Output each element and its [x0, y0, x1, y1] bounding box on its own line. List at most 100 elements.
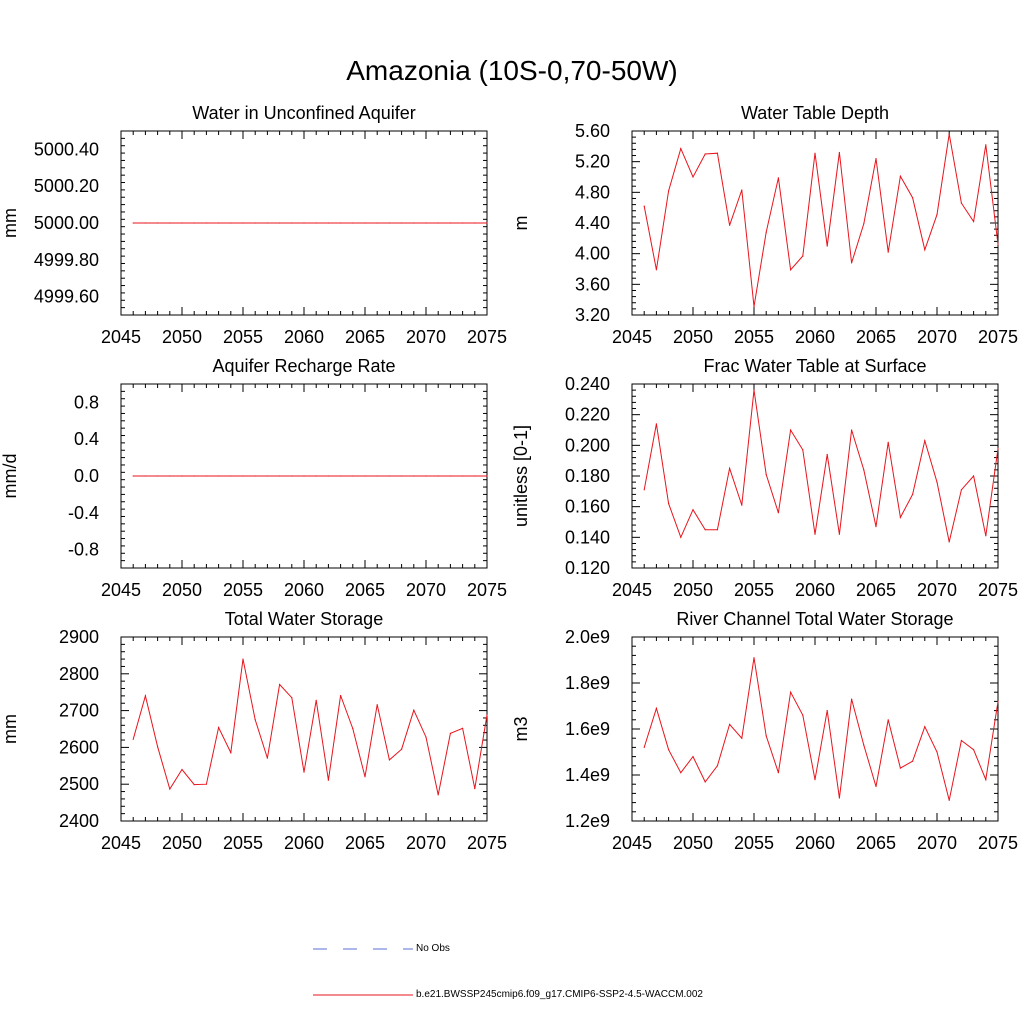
data-point	[668, 190, 670, 192]
y-tick-label: 2800	[59, 664, 99, 684]
y-axis-label: m3	[511, 716, 531, 741]
data-point	[655, 423, 658, 425]
y-tick-label: 4.00	[575, 244, 610, 264]
x-tick-label: 2070	[917, 833, 957, 853]
data-point	[741, 737, 743, 739]
data-point	[777, 512, 780, 514]
series-line	[132, 659, 488, 796]
y-tick-label: 0.4	[74, 429, 99, 449]
data-point	[973, 220, 975, 223]
data-point	[303, 222, 305, 224]
data-point	[790, 691, 792, 693]
x-tick-label: 2055	[223, 327, 263, 347]
y-tick-label: 0.120	[565, 558, 610, 578]
x-tick-label: 2055	[734, 580, 774, 600]
y-tick-label: 4999.80	[34, 250, 99, 270]
data-point	[279, 683, 281, 686]
x-tick-label: 2065	[345, 580, 385, 600]
data-point	[655, 269, 658, 271]
y-tick-label: 0.0	[74, 466, 99, 486]
data-point	[169, 475, 171, 477]
data-point	[741, 189, 743, 191]
y-tick-label: 5.60	[575, 121, 610, 141]
panel-title: Water in Unconfined Aquifer	[192, 103, 415, 123]
x-tick-label: 2070	[406, 580, 446, 600]
data-point	[887, 441, 889, 443]
data-point	[413, 709, 415, 711]
data-point	[266, 757, 268, 759]
data-point	[327, 222, 329, 224]
data-point	[486, 222, 488, 224]
y-tick-label: 2400	[59, 811, 99, 831]
data-point	[144, 222, 146, 224]
data-point	[254, 222, 256, 224]
x-tick-label: 2060	[284, 327, 324, 347]
data-point	[401, 475, 403, 477]
data-point	[887, 251, 889, 253]
x-tick-label: 2075	[467, 833, 507, 853]
data-point	[205, 222, 207, 224]
data-point	[948, 541, 950, 543]
x-tick-label: 2055	[734, 327, 774, 347]
data-point	[462, 222, 464, 224]
data-point	[899, 767, 902, 769]
y-tick-label: 2.0e9	[565, 627, 610, 647]
data-point	[169, 788, 171, 790]
x-tick-label: 2065	[856, 833, 896, 853]
data-point	[364, 776, 366, 778]
y-tick-label: 0.160	[565, 497, 610, 517]
data-point	[716, 152, 719, 154]
data-point	[376, 222, 378, 224]
data-point	[899, 516, 902, 519]
data-point	[875, 526, 877, 528]
data-point	[948, 133, 950, 135]
data-point	[218, 475, 220, 477]
y-axis-label: mm	[0, 714, 20, 744]
data-point	[790, 429, 792, 431]
data-point	[802, 714, 804, 716]
data-point	[973, 475, 975, 477]
data-point	[388, 475, 390, 477]
data-point	[364, 222, 366, 224]
data-point	[960, 489, 963, 491]
x-tick-label: 2050	[673, 580, 713, 600]
y-axis-label: unitless [0-1]	[511, 425, 531, 527]
data-point	[851, 262, 853, 264]
data-point	[327, 779, 329, 781]
data-point	[997, 700, 999, 703]
data-point	[437, 794, 439, 796]
x-tick-label: 2060	[795, 580, 835, 600]
data-point	[279, 222, 281, 224]
data-point	[449, 475, 451, 477]
data-point	[193, 784, 195, 786]
y-tick-label: 1.6e9	[565, 719, 610, 739]
data-point	[851, 698, 853, 700]
data-point	[790, 269, 792, 271]
y-axis-label: mm	[0, 208, 20, 238]
data-point	[401, 748, 403, 750]
panel-title: Aquifer Recharge Rate	[212, 356, 395, 376]
data-point	[132, 738, 134, 740]
y-tick-label: 3.60	[575, 274, 610, 294]
data-point	[425, 475, 427, 477]
x-tick-label: 2055	[223, 833, 263, 853]
data-point	[474, 222, 476, 224]
data-point	[230, 222, 232, 224]
data-point	[875, 785, 877, 788]
data-point	[242, 222, 244, 224]
data-point	[193, 222, 195, 224]
x-tick-label: 2075	[978, 580, 1018, 600]
x-tick-label: 2045	[101, 327, 141, 347]
x-tick-label: 2045	[612, 833, 652, 853]
data-point	[413, 475, 415, 477]
data-point	[753, 306, 755, 308]
x-tick-label: 2065	[345, 833, 385, 853]
data-point	[157, 222, 159, 224]
y-tick-label: 0.180	[565, 466, 610, 486]
data-point	[826, 453, 828, 456]
data-point	[912, 760, 914, 762]
data-point	[291, 475, 293, 477]
x-tick-label: 2070	[406, 327, 446, 347]
data-point	[802, 449, 804, 451]
data-point	[936, 214, 938, 216]
